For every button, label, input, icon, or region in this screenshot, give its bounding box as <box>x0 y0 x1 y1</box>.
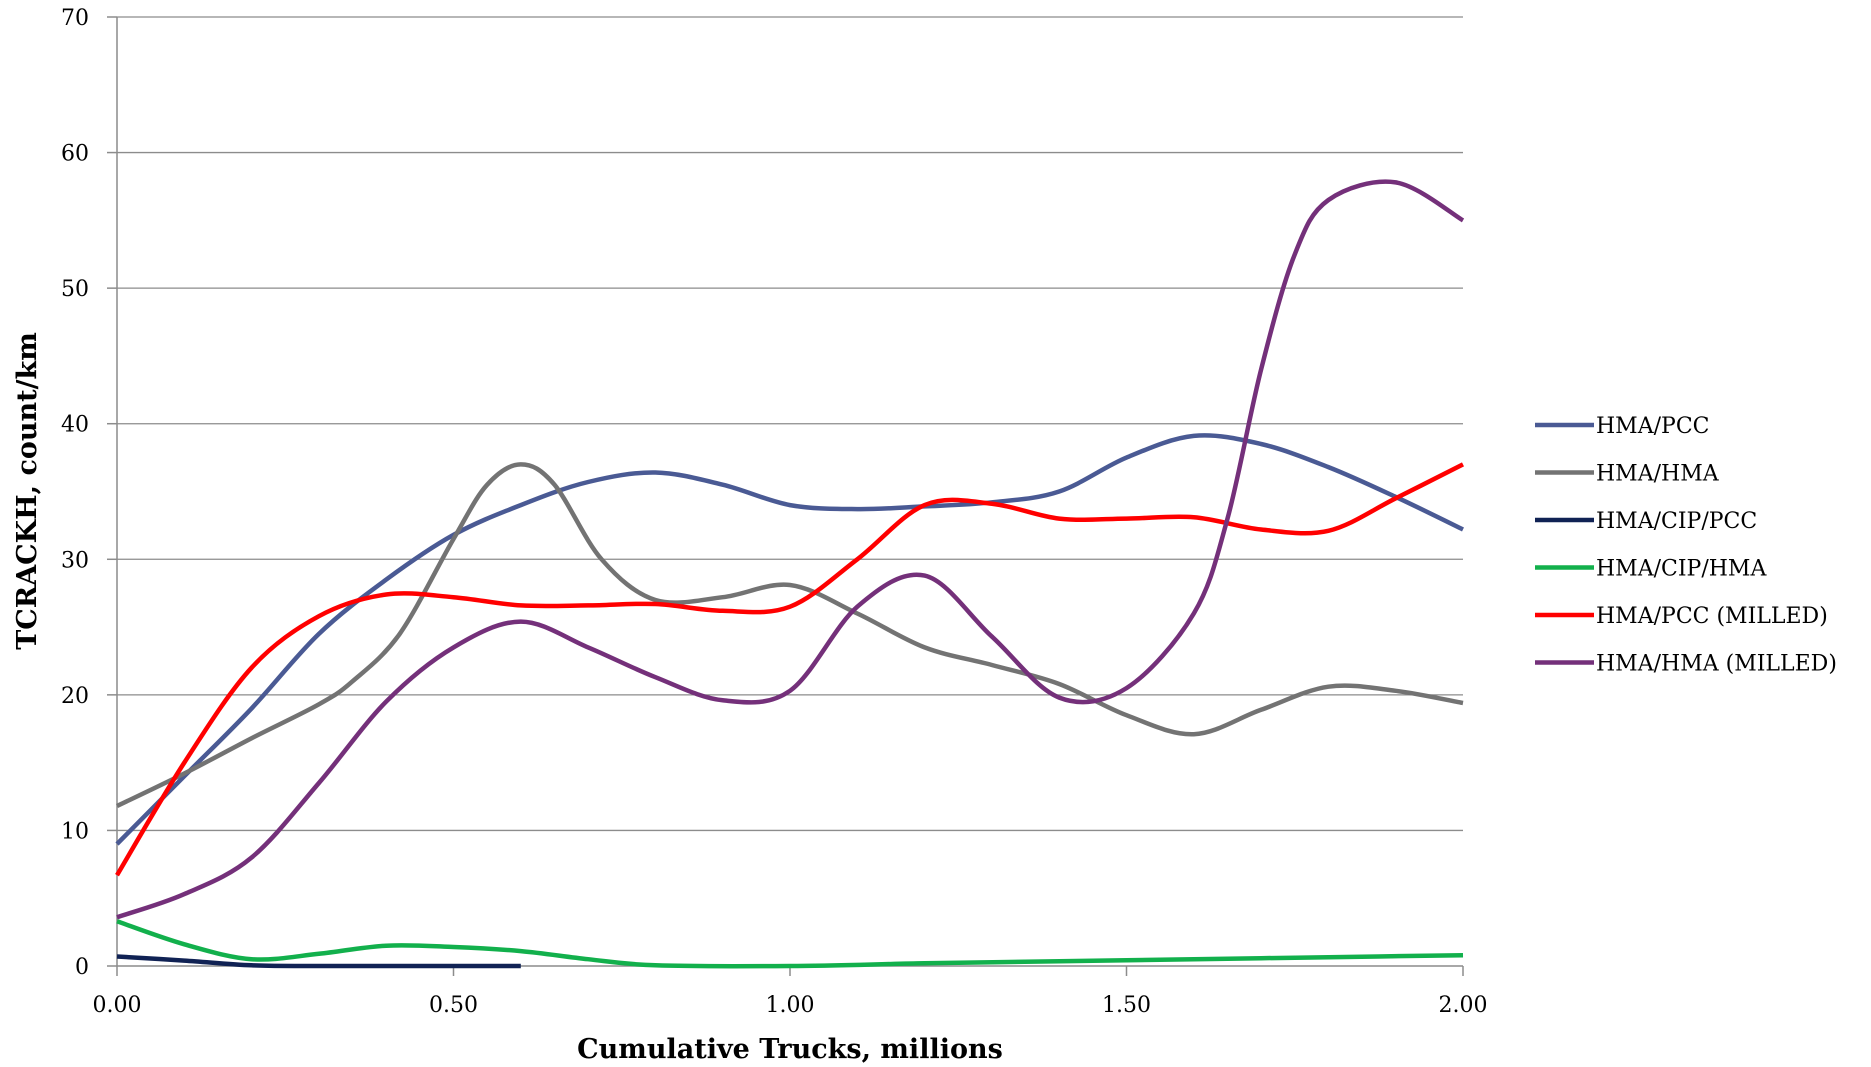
y-tick-labels: 0 10 20 30 40 50 60 70 <box>61 6 89 980</box>
y-tick-label: 50 <box>61 277 89 302</box>
y-axis-title: TCRACKH, count/km <box>12 332 43 650</box>
series-line-hma-pcc-milled <box>115 462 1465 877</box>
y-tick-label: 0 <box>75 955 89 980</box>
series-line-hma-cip-pcc <box>116 954 521 969</box>
y-tick-label: 10 <box>61 819 89 844</box>
legend-label-hma-pcc-milled: HMA/PCC (MILLED) <box>1596 604 1828 629</box>
y-tick-label: 30 <box>61 548 89 573</box>
legend-label-hma-pcc: HMA/PCC <box>1596 414 1709 439</box>
gridlines <box>107 16 1464 976</box>
legend-label-hma-hma: HMA/HMA <box>1596 462 1720 487</box>
x-tick-labels: 0.00 0.50 1.00 1.50 2.00 <box>93 993 1488 1018</box>
x-axis-title: Cumulative Trucks, millions <box>577 1034 1003 1065</box>
series-line-hma-hma-milled <box>116 179 1465 920</box>
y-tick-label: 60 <box>61 142 89 167</box>
legend-label-hma-hma-milled: HMA/HMA (MILLED) <box>1596 652 1837 677</box>
axes <box>116 17 1463 967</box>
y-tick-label: 20 <box>61 684 89 709</box>
series-line-hma-hma <box>116 462 1464 809</box>
x-tick-label: 0.00 <box>93 993 142 1018</box>
x-tick-label: 1.00 <box>766 993 815 1018</box>
series-lines <box>115 179 1465 969</box>
series-line-hma-cip-hma <box>116 919 1464 969</box>
x-tick-label: 0.50 <box>429 993 478 1018</box>
x-tick-label: 2.00 <box>1439 993 1488 1018</box>
y-tick-label: 70 <box>61 6 89 31</box>
legend-label-hma-cip-pcc: HMA/CIP/PCC <box>1596 509 1757 534</box>
legend-label-hma-cip-hma: HMA/CIP/HMA <box>1596 557 1767 582</box>
legend: HMA/PCC HMA/HMA HMA/CIP/PCC HMA/CIP/HMA HMA/… <box>1535 414 1837 677</box>
x-tick-label: 1.50 <box>1102 993 1151 1018</box>
series-line-hma-pcc <box>115 433 1464 846</box>
y-tick-label: 40 <box>61 413 89 438</box>
